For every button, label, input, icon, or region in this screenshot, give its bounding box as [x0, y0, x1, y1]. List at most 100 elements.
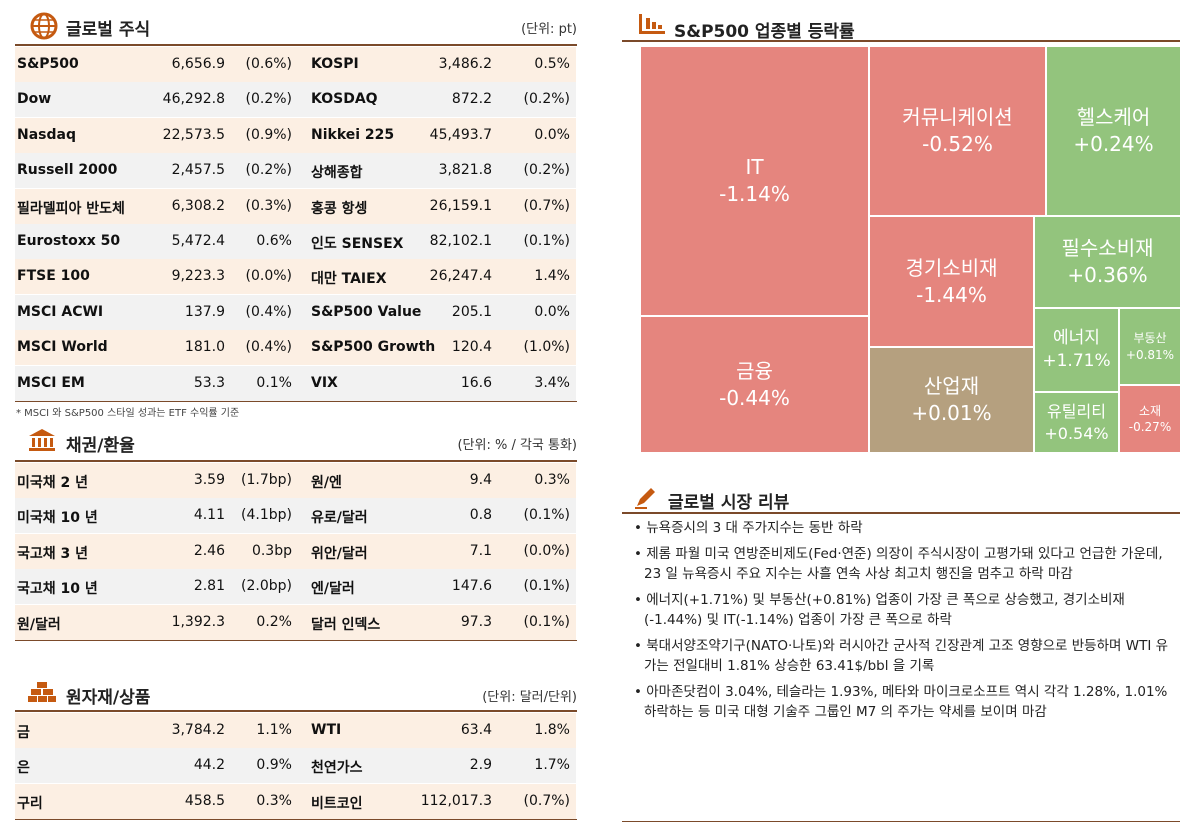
treemap-cell: 유틸리티 +0.54% — [1035, 393, 1118, 452]
treemap: IT -1.14% 금융 -0.44% 커뮤니케이션 -0.52% 경기소비재 -1.44% 산… — [622, 42, 1182, 456]
sector-label: 유틸리티 — [1047, 401, 1106, 421]
row-label: 은 — [17, 760, 30, 777]
cell-value: 1.8% — [534, 722, 570, 738]
cell-value: (1.0%) — [523, 339, 571, 356]
row-label: Dow — [17, 91, 52, 108]
unit: (단위: % / 각국 통화) — [457, 438, 577, 453]
sector-change: -0.44% — [719, 385, 790, 410]
row-label: 금 — [17, 725, 30, 741]
review-list: • 뉴욕증시의 3 대 주가지수는 동반 하락 • 제롬 파월 미국 연방준비제도… — [632, 518, 1172, 728]
rule — [15, 640, 577, 641]
rule — [622, 821, 1180, 822]
sector-label: IT — [745, 155, 764, 179]
globe-icon — [30, 12, 58, 40]
cell-value: 16.6 — [460, 374, 492, 391]
row-label: 엔/달러 — [311, 581, 355, 598]
review-item: • 뉴욕증시의 3 대 주가지수는 동반 하락 — [632, 518, 1172, 538]
cell-value: 9.4 — [469, 472, 492, 488]
cell-value: 1,392.3 — [171, 613, 225, 630]
cell-value: 112,017.3 — [420, 792, 492, 809]
cell-value: 1.7% — [534, 757, 570, 774]
pen-icon — [635, 488, 655, 509]
rule — [15, 401, 577, 402]
bullet: • — [634, 546, 647, 562]
cell-value: 45,493.7 — [429, 126, 492, 143]
sector-change: -0.27% — [1128, 420, 1172, 434]
section-title: 채권/환율 — [66, 436, 135, 456]
cell-value: 3.4% — [534, 374, 570, 391]
sector-change: -1.14% — [719, 182, 790, 206]
row-label: 천연가스 — [311, 760, 363, 777]
row-label: 대만 TAIEX — [311, 271, 387, 288]
table-row: Russell 2000 2,457.5 (0.2%) 상해종합 3,821.8 (0.2… — [15, 153, 576, 189]
sector-change: -0.52% — [922, 132, 993, 156]
cell-value: 2.46 — [193, 542, 225, 559]
table-row: 국고채 3 년 2.46 0.3bp 위안/달러 7.1 (0.0%) — [15, 533, 576, 569]
row-label: S&P500 Growth — [311, 339, 436, 356]
cell-value: (0.7%) — [523, 792, 571, 809]
row-label: 국고채 3 년 — [17, 545, 89, 562]
cell-value: (0.7%) — [523, 197, 571, 214]
cell-value: (0.2%) — [523, 91, 571, 108]
table-row: Dow 46,292.8 (0.2%) KOSDAQ 872.2 (0.2%) — [15, 82, 576, 118]
cell-value: 0.8 — [469, 507, 492, 524]
sector-label: 산업재 — [923, 374, 980, 398]
table-row: MSCI World 181.0 (0.4%) S&P500 Growth 120.4 (… — [15, 330, 576, 366]
cell-value: 147.6 — [451, 578, 492, 595]
cell-value: 0.2% — [256, 613, 292, 630]
rule — [15, 44, 577, 46]
table-row: 미국채 2 년 3.59 (1.7bp) 원/엔 9.4 0.3% — [15, 463, 576, 498]
review-text: 제롬 파월 미국 연방준비제도(Fed·연준) 의장이 주식시장이 고평가돼 있… — [644, 546, 1163, 582]
row-label: 필라델피아 반도체 — [17, 200, 125, 217]
cell-value: 46,292.8 — [162, 91, 225, 108]
cell-value: 3,784.2 — [171, 722, 225, 738]
gold-icon — [28, 682, 56, 702]
cell-value: 1.1% — [256, 722, 292, 738]
sector-label: 소재 — [1138, 403, 1162, 418]
cell-value: 0.3% — [256, 792, 292, 809]
row-label: MSCI ACWI — [17, 303, 104, 320]
cell-value: (0.1%) — [523, 233, 571, 249]
sector-change: -1.44% — [916, 282, 987, 307]
cell-value: (0.2%) — [245, 162, 293, 179]
unit: (단위: 달러/단위) — [482, 690, 577, 705]
cell-value: (0.0%) — [245, 268, 293, 285]
row-label: 달러 인덱스 — [311, 616, 381, 633]
sector-label: 필수소비재 — [1061, 236, 1154, 260]
rule — [15, 819, 577, 821]
treemap-cell: 산업재 +0.01% — [870, 348, 1033, 452]
row-label: MSCI EM — [17, 374, 85, 391]
bullet: • — [634, 520, 647, 536]
row-label: 미국채 2 년 — [17, 475, 89, 491]
cell-value: 97.3 — [460, 613, 492, 630]
cell-value: 0.0% — [534, 303, 570, 320]
cell-value: 63.4 — [460, 722, 492, 738]
table-row: Nasdaq 22,573.5 (0.9%) Nikkei 225 45,493.7 0.… — [15, 117, 576, 153]
row-label: 국고채 10 년 — [17, 581, 98, 598]
cell-value: 9,223.3 — [171, 268, 225, 285]
treemap-cell: 헬스케어 +0.24% — [1047, 47, 1180, 215]
section-title: 글로벌 시장 리뷰 — [668, 493, 790, 513]
cell-value: (0.4%) — [245, 339, 293, 356]
row-label: KOSDAQ — [311, 91, 378, 108]
cell-value: 4.11 — [193, 507, 225, 524]
table-row: 미국채 10 년 4.11 (4.1bp) 유로/달러 0.8 (0.1%) — [15, 498, 576, 534]
cell-value: (1.7bp) — [241, 472, 292, 488]
row-label: 상해종합 — [311, 165, 363, 182]
cell-value: 3,821.8 — [438, 162, 492, 179]
sector-change: +0.24% — [1073, 132, 1154, 156]
cell-value: (0.9%) — [245, 126, 293, 143]
sector-label: 부동산 — [1133, 331, 1167, 346]
sector-change: +1.71% — [1042, 351, 1111, 371]
bullet: • — [634, 592, 647, 608]
table-row: 필라델피아 반도체 6,308.2 (0.3%) 홍콩 항셍 26,159.1 (0.7%… — [15, 188, 576, 224]
cell-value: 2.81 — [193, 578, 225, 595]
treemap-cell: 소재 -0.27% — [1120, 386, 1180, 452]
cell-value: 6,656.9 — [171, 56, 225, 72]
cell-value: (0.1%) — [523, 578, 571, 595]
sector-change: +0.54% — [1044, 423, 1109, 443]
row-label: 구리 — [17, 795, 43, 812]
cell-value: 0.5% — [534, 56, 570, 72]
row-label: 원/엔 — [311, 475, 342, 491]
